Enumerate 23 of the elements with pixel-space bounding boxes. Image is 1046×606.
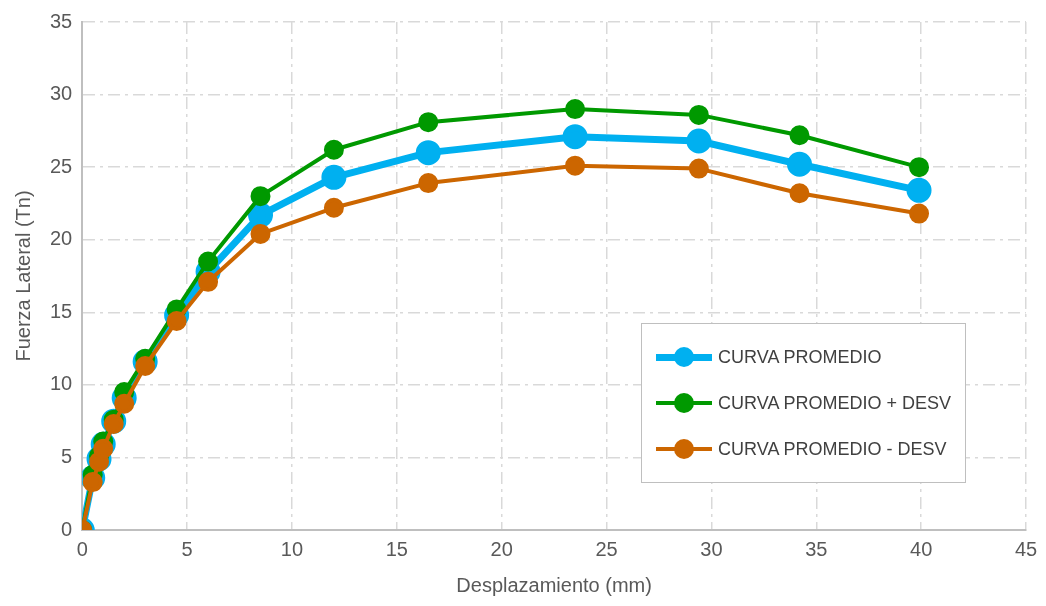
y-tick-label: 20 [50, 227, 73, 250]
x-tick-label: 0 [76, 537, 88, 560]
x-tick-label: 5 [181, 537, 193, 560]
y-axis-title: Fuerza Lateral (Tn) [11, 190, 34, 362]
x-tick-label: 30 [700, 537, 723, 560]
x-tick-label: 15 [385, 537, 408, 560]
y-tick-label: 25 [50, 154, 73, 177]
y-tick-label: 30 [50, 82, 73, 105]
x-tick-label: 45 [1014, 537, 1038, 560]
y-tick-label: 0 [61, 517, 73, 540]
x-tick-label: 10 [280, 537, 304, 560]
x-tick-label: 25 [595, 537, 618, 560]
y-tick-label: 35 [50, 9, 73, 32]
x-axis-title: Desplazamiento (mm) [456, 573, 652, 596]
y-tick-label: 5 [61, 444, 73, 467]
legend-label: CURVA PROMEDIO + DESV [718, 392, 951, 414]
legend-label: CURVA PROMEDIO - DESV [718, 438, 947, 460]
x-tick-label: 20 [490, 537, 513, 560]
y-tick-label: 10 [50, 372, 73, 395]
legend-label: CURVA PROMEDIO [718, 346, 882, 368]
x-tick-label: 35 [805, 537, 828, 560]
x-tick-label: 40 [910, 537, 933, 560]
y-tick-label: 15 [50, 299, 73, 322]
